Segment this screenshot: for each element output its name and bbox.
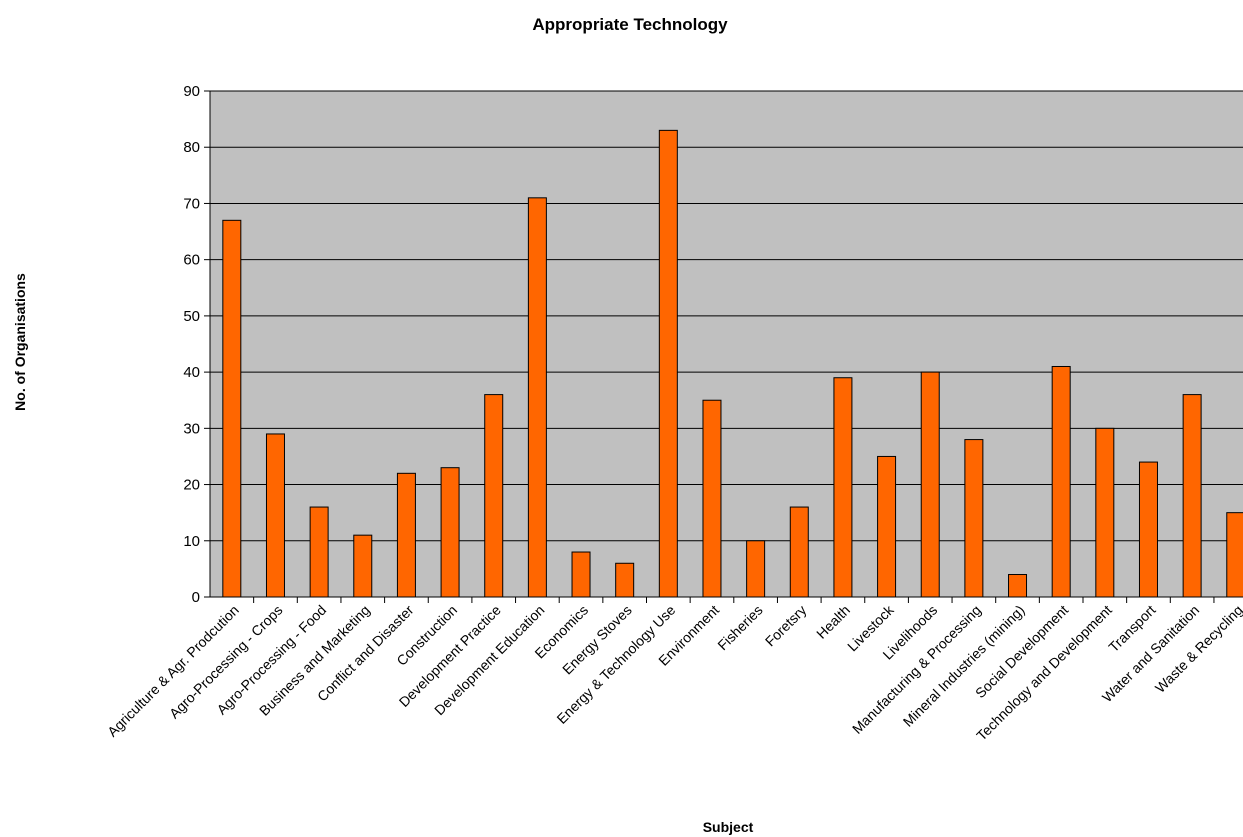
y-tick-label: 80 xyxy=(183,139,200,156)
bar xyxy=(833,377,853,598)
bar xyxy=(440,467,460,598)
y-tick-label: 0 xyxy=(192,589,200,606)
y-tick-labels: 0 10 20 30 40 50 60 70 80 90 xyxy=(183,83,200,606)
y-axis-title: No. of Organisations xyxy=(12,273,28,411)
bar xyxy=(877,455,897,598)
bar xyxy=(658,129,678,598)
bars xyxy=(222,129,1243,598)
y-tick-label: 70 xyxy=(183,195,200,212)
bar xyxy=(702,399,722,598)
bar xyxy=(1226,512,1243,598)
x-tick-label: Health xyxy=(813,602,853,642)
axes xyxy=(204,90,1243,603)
bar xyxy=(964,439,984,598)
chart-title: Appropriate Technology xyxy=(532,15,728,34)
bar xyxy=(484,394,504,598)
y-tick-label: 90 xyxy=(183,83,200,100)
bar xyxy=(615,562,635,598)
bar xyxy=(1008,574,1028,598)
bar xyxy=(1182,394,1202,598)
plot-area xyxy=(210,91,1243,597)
bar xyxy=(789,506,809,598)
bar xyxy=(1095,427,1115,598)
bar xyxy=(222,219,242,598)
y-tick-label: 30 xyxy=(183,420,200,437)
y-tick-label: 10 xyxy=(183,533,200,550)
x-axis-title: Subject xyxy=(703,819,754,835)
y-tick-label: 50 xyxy=(183,308,200,325)
y-tick-label: 60 xyxy=(183,252,200,269)
bar xyxy=(527,197,547,598)
gridlines xyxy=(210,90,1243,542)
y-tick-label: 20 xyxy=(183,477,200,494)
bar xyxy=(396,472,416,598)
bar xyxy=(309,506,329,598)
x-tick-label: Foretsry xyxy=(762,602,810,650)
bar xyxy=(353,534,373,598)
bar xyxy=(920,371,940,598)
x-tick-labels: Agriculture & Agr. ProdcutionAgro-Proces… xyxy=(104,601,1243,743)
y-tick-label: 40 xyxy=(183,364,200,381)
bar xyxy=(1051,365,1071,598)
bar xyxy=(1138,461,1158,598)
x-tick-label: Fisheries xyxy=(714,602,765,653)
bar xyxy=(571,551,591,598)
bar xyxy=(746,540,766,598)
bar xyxy=(265,433,285,598)
